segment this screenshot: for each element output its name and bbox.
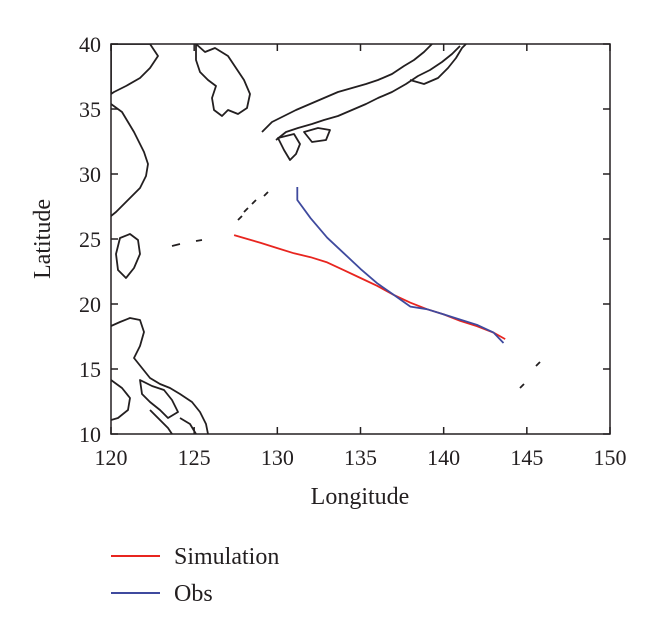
- plot-frame: [110, 43, 611, 435]
- series-line-obs: [296, 187, 505, 344]
- x-axis-label: Longitude: [311, 484, 410, 510]
- y-tick-label: 10: [79, 422, 101, 447]
- x-tick-label: 130: [261, 445, 294, 470]
- coastline-luzon: [111, 317, 209, 434]
- coastline-china-east: [111, 103, 149, 217]
- legend: Simulation Obs: [111, 544, 279, 607]
- coastline-taiwan: [115, 233, 141, 279]
- coastline-japan-south: [275, 45, 461, 141]
- y-tick-label: 15: [79, 357, 101, 382]
- y-axis-label: Latitude: [30, 199, 56, 279]
- x-tick-label: 125: [178, 445, 211, 470]
- x-axis: 120 125 130 135 140 145 150: [95, 44, 627, 470]
- x-tick-label: 135: [344, 445, 377, 470]
- series-layer: [233, 187, 506, 344]
- y-tick-label: 30: [79, 162, 101, 187]
- series-line-simulation: [233, 234, 506, 340]
- coastline-korea: [195, 44, 251, 117]
- x-tick-label: 120: [95, 445, 128, 470]
- coastline-shikoku: [303, 127, 331, 143]
- x-tick-label: 150: [594, 445, 627, 470]
- y-axis: 10 15 20 25 30 35 40: [79, 32, 610, 447]
- coastline-kyushu: [277, 133, 301, 161]
- y-tick-label: 25: [79, 227, 101, 252]
- coastline-china-north: [111, 44, 159, 95]
- legend-label-obs: Obs: [174, 581, 213, 607]
- coastline-map: [111, 44, 541, 434]
- coastline-marianas: [519, 361, 541, 389]
- legend-label-simulation: Simulation: [174, 544, 279, 570]
- y-tick-label: 20: [79, 292, 101, 317]
- coastline-japan-kyushu-honshu: [261, 44, 433, 133]
- x-tick-label: 140: [427, 445, 460, 470]
- coastline-visayas: [139, 379, 179, 419]
- y-tick-label: 40: [79, 32, 101, 57]
- y-tick-label: 35: [79, 97, 101, 122]
- coastline-ryukyu-islands: [171, 191, 269, 247]
- coastline-mindanao-north: [111, 379, 197, 434]
- x-tick-label: 145: [510, 445, 543, 470]
- coastline-japan-east: [409, 44, 467, 85]
